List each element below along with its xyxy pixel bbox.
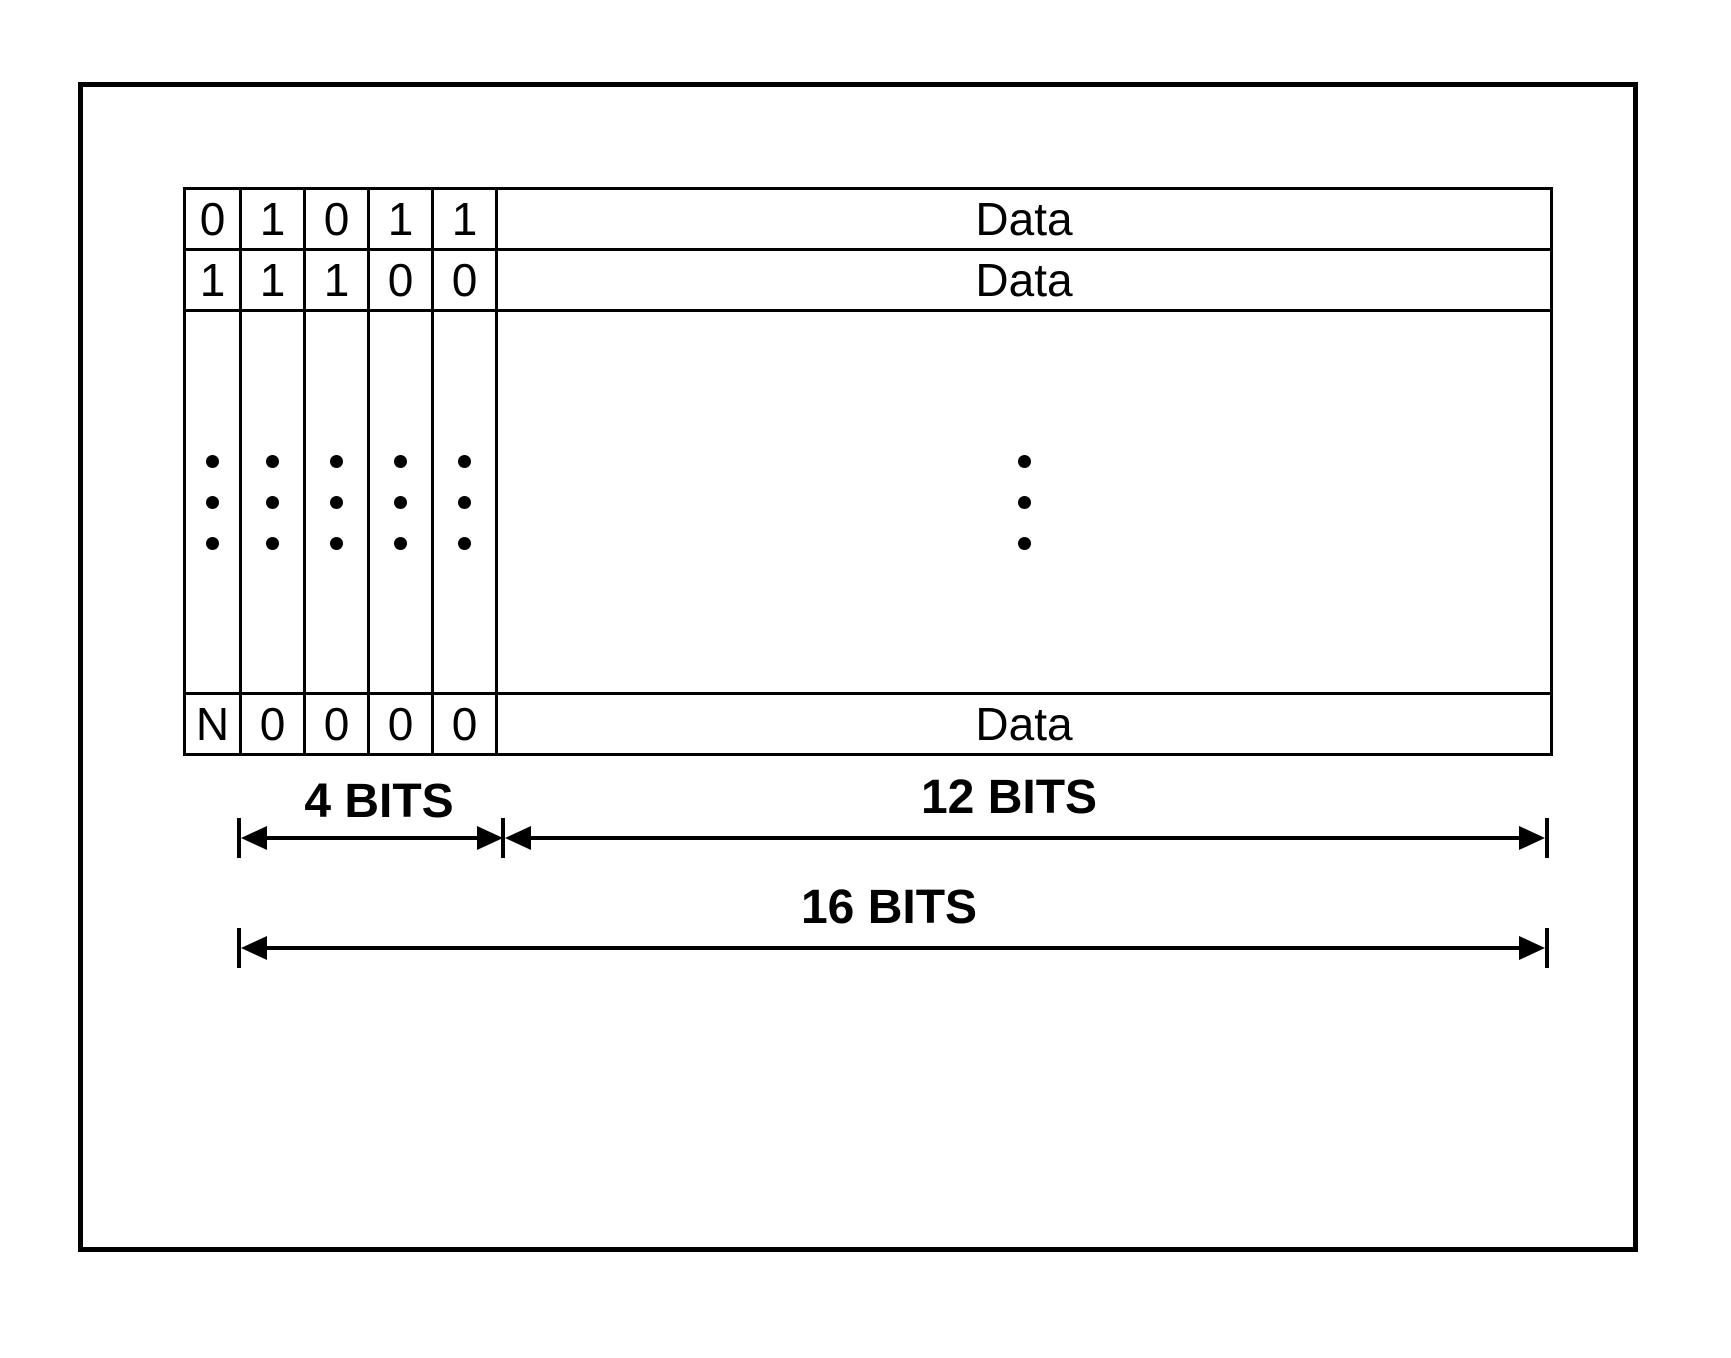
bit-cell: 0 — [370, 251, 434, 309]
dim-tick — [1545, 928, 1549, 968]
data-table: 0 1 0 1 1 Data 1 1 1 0 0 Data — [183, 187, 1553, 756]
ellipsis-dot-icon — [394, 496, 407, 509]
data-cell: Data — [498, 695, 1550, 753]
ellipsis-dot-icon — [266, 455, 279, 468]
dim-tick — [1545, 818, 1549, 858]
ellipsis-dot-icon — [266, 537, 279, 550]
ellipsis-cell — [242, 312, 306, 692]
ellipsis-cell — [370, 312, 434, 692]
arrow-right-icon — [1519, 826, 1545, 850]
outer-frame: 0 1 0 1 1 Data 1 1 1 0 0 Data — [0, 0, 1731, 1358]
data-cell: Data — [498, 251, 1550, 309]
bit-cell: 0 — [434, 251, 498, 309]
segment-dim-row: 4 BITS 12 BITS — [239, 774, 1553, 884]
ellipsis-dot-icon — [206, 496, 219, 509]
ellipsis-dot-icon — [206, 537, 219, 550]
total-label: 16 BITS — [639, 880, 1139, 935]
ellipsis-cell — [434, 312, 498, 692]
dimension-annotations: 4 BITS 12 BITS 16 BITS — [239, 774, 1553, 994]
data-cell: Data — [498, 190, 1550, 248]
bit-cell: 0 — [242, 695, 306, 753]
bit-cell: 1 — [306, 251, 370, 309]
table-row: N 0 0 0 0 Data — [186, 695, 1550, 753]
ellipsis-dot-icon — [1018, 455, 1031, 468]
bit-cell: 1 — [242, 190, 306, 248]
ellipsis-dot-icon — [330, 537, 343, 550]
ellipsis-dot-icon — [458, 455, 471, 468]
ellipsis-cell — [306, 312, 370, 692]
ellipsis-dot-icon — [394, 537, 407, 550]
dim-arrow-line — [263, 946, 1523, 950]
arrow-right-icon — [477, 826, 503, 850]
ellipsis-dot-icon — [458, 537, 471, 550]
total-dim-row: 16 BITS — [239, 884, 1553, 994]
ellipsis-dot-icon — [330, 455, 343, 468]
bit-cell: 0 — [306, 695, 370, 753]
dim-arrow-line — [527, 836, 1523, 840]
bit-cell: 0 — [306, 190, 370, 248]
row-index-cell: 0 — [186, 190, 242, 248]
bit-cell: 1 — [434, 190, 498, 248]
ellipsis-cell — [186, 312, 242, 692]
dim-arrow-line — [263, 836, 481, 840]
row-index-cell: 1 — [186, 251, 242, 309]
table-row: 1 1 1 0 0 Data — [186, 251, 1550, 312]
bit-cell: 1 — [370, 190, 434, 248]
bit-cell: 0 — [370, 695, 434, 753]
ellipsis-dot-icon — [1018, 496, 1031, 509]
arrow-right-icon — [1519, 936, 1545, 960]
inner-frame: 0 1 0 1 1 Data 1 1 1 0 0 Data — [78, 82, 1638, 1252]
seg2-label: 12 BITS — [709, 770, 1309, 825]
table-row: 0 1 0 1 1 Data — [186, 190, 1550, 251]
ellipsis-dot-icon — [206, 455, 219, 468]
ellipsis-dot-icon — [330, 496, 343, 509]
ellipsis-dot-icon — [394, 455, 407, 468]
bit-cell: 1 — [242, 251, 306, 309]
diagram-content: 0 1 0 1 1 Data 1 1 1 0 0 Data — [183, 187, 1553, 994]
row-index-cell: N — [186, 695, 242, 753]
ellipsis-cell — [498, 312, 1550, 692]
ellipsis-row — [186, 312, 1550, 695]
ellipsis-dot-icon — [1018, 537, 1031, 550]
ellipsis-dot-icon — [266, 496, 279, 509]
ellipsis-dot-icon — [458, 496, 471, 509]
seg1-label: 4 BITS — [279, 774, 479, 829]
bit-cell: 0 — [434, 695, 498, 753]
